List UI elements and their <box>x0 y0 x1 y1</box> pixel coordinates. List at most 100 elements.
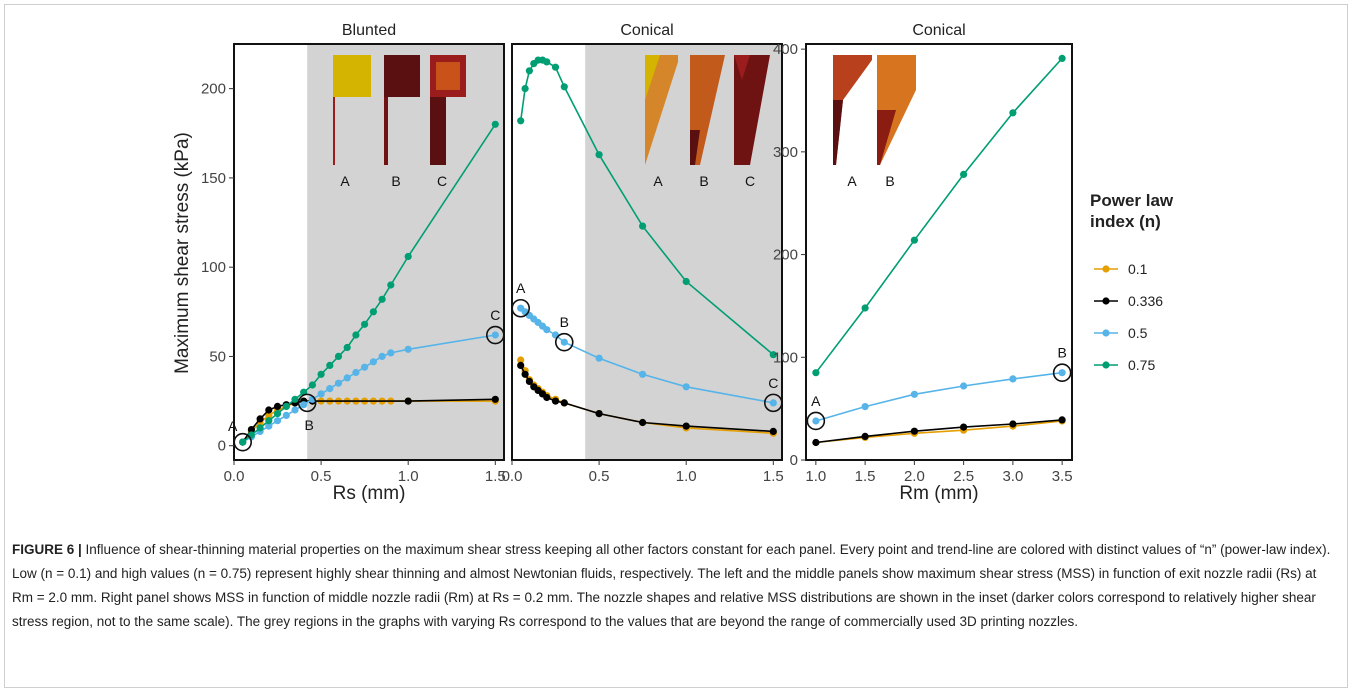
data-point <box>404 397 412 405</box>
legend-key-point <box>1102 297 1110 305</box>
data-point <box>273 410 282 418</box>
figure-6-chart: Maximum shear stress (kPa) A B CA BCBlunted0… <box>172 22 1174 504</box>
data-point <box>769 427 777 435</box>
inset-a-chamber <box>333 55 371 97</box>
x-axis-title: Rm (mm) <box>899 483 978 504</box>
data-point <box>404 345 412 353</box>
data-point <box>1058 369 1066 377</box>
data-point <box>812 369 820 377</box>
data-point <box>1009 375 1017 383</box>
data-point <box>517 361 525 369</box>
data-point <box>812 438 820 447</box>
data-point <box>521 85 529 93</box>
annotation-label: B <box>304 417 313 433</box>
y-tick-label: 400 <box>773 41 798 58</box>
legend-label: 0.5 <box>1128 325 1148 341</box>
inset-c-cone <box>734 55 770 165</box>
x-tick-label: 3.0 <box>1002 468 1023 485</box>
panel-title: Conical <box>620 22 673 39</box>
legend-label: 0.75 <box>1128 357 1155 373</box>
data-point <box>861 432 869 440</box>
data-point <box>525 377 534 385</box>
data-point <box>639 370 647 378</box>
legend-key-point <box>1102 361 1110 369</box>
series-n-0-5 <box>517 304 777 407</box>
x-tick-label: 0.5 <box>589 468 610 485</box>
data-point <box>387 281 395 289</box>
data-point <box>265 422 273 430</box>
data-point <box>291 395 299 403</box>
inset-b-nozzle <box>384 97 388 165</box>
y-tick-label: 300 <box>773 144 798 161</box>
inset-a-tip <box>645 55 660 100</box>
inset-a-cone <box>833 55 872 165</box>
legend-key-point <box>1102 329 1110 337</box>
x-tick-label: 1.0 <box>676 468 697 485</box>
panel-2: A B C A B C Conical 0.0 0.5 1.0 1.5 <box>502 22 784 485</box>
nozzle-insets: A B C <box>645 55 770 189</box>
series-n-0-75 <box>812 54 1066 377</box>
data-point <box>256 415 264 423</box>
x-tick-label: 1.0 <box>398 468 419 485</box>
y-axis-title: Maximum shear stress (kPa) <box>172 132 193 374</box>
annotation-label: A <box>516 280 526 296</box>
data-point <box>361 320 369 328</box>
figure-frame <box>4 4 1348 688</box>
caption-label: FIGURE 6 | <box>12 542 82 557</box>
data-point <box>517 117 525 125</box>
data-point <box>960 170 968 178</box>
annotation-circle <box>297 393 317 413</box>
data-point <box>369 358 377 366</box>
data-point <box>282 402 290 410</box>
x-tick-label: 2.5 <box>953 468 974 485</box>
data-point <box>639 418 647 427</box>
series-line <box>815 57 1063 374</box>
series-n-0-5 <box>239 331 499 446</box>
series-line <box>815 371 1063 422</box>
annotation-label: A <box>811 393 821 409</box>
data-point <box>273 417 282 425</box>
inset-c-nozzle <box>430 97 446 165</box>
data-point <box>595 410 603 418</box>
data-point <box>317 370 325 378</box>
inset-label-a: A <box>847 173 857 189</box>
data-point <box>326 361 334 369</box>
data-point <box>343 343 351 352</box>
data-point <box>812 417 820 425</box>
data-point <box>378 352 386 360</box>
caption-text: Influence of shear-thinning material pro… <box>12 542 1331 629</box>
y-tick-label: 50 <box>209 348 226 365</box>
series-n-0-336 <box>517 361 777 435</box>
data-point <box>551 63 560 71</box>
y-tick-label: 150 <box>201 170 226 187</box>
data-point <box>282 411 290 419</box>
data-point <box>352 331 360 339</box>
series-line <box>815 420 1063 444</box>
data-point <box>300 401 308 409</box>
data-point <box>265 417 273 425</box>
data-point <box>273 402 282 410</box>
data-point <box>769 351 777 359</box>
data-point <box>517 356 525 364</box>
data-point <box>387 349 395 357</box>
x-tick-label: 0.0 <box>224 468 245 485</box>
data-point <box>491 395 499 403</box>
data-point <box>560 399 568 407</box>
inset-a-tip <box>833 100 843 165</box>
data-point <box>378 295 386 303</box>
data-point <box>551 397 560 405</box>
data-point <box>239 438 247 446</box>
inset-a-cone <box>645 55 678 165</box>
data-point <box>1009 420 1017 428</box>
inset-label-a: A <box>653 173 663 189</box>
data-point <box>1058 54 1066 63</box>
data-point <box>334 379 343 387</box>
inset-label-b: B <box>885 173 894 189</box>
inset-a-nozzle <box>333 97 335 165</box>
inset-label-c: C <box>745 173 755 189</box>
legend-key-point <box>1102 265 1110 273</box>
inset-label-a: A <box>340 173 350 189</box>
inset-b-tip <box>877 110 896 165</box>
